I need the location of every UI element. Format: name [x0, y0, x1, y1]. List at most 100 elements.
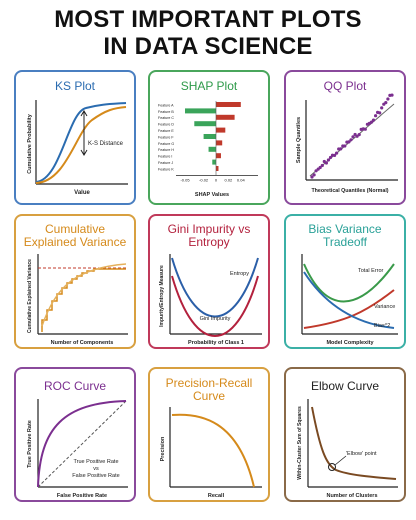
roc-legend-3: False Positive Rate	[72, 473, 119, 479]
shap-tick-label: -0.05	[180, 177, 190, 182]
qq-point	[333, 153, 337, 157]
elbow-curve	[311, 406, 397, 480]
roc-figure: True Positive Rate vs False Positive Rat…	[27, 399, 128, 499]
page-title-line-1: MOST IMPORTANT PLOTS	[54, 6, 362, 33]
card-qq-plot: QQ Plot Sample Quantiles Theoretical Qua…	[284, 70, 406, 205]
shap-bar	[216, 114, 235, 120]
bias-label: Bias^2	[374, 323, 390, 329]
qq-point	[310, 175, 314, 179]
shap-bar	[203, 134, 216, 139]
shap-xlabel: SHAP Values	[195, 192, 229, 198]
qq-point	[324, 161, 328, 165]
card-title-line-1: Gini Impurity vs	[167, 222, 251, 236]
qq-point	[374, 114, 378, 118]
gini-ylabel: Impurity/Entropy Measure	[159, 265, 165, 327]
shap-feature-label: Feature I	[158, 155, 172, 159]
pr-xlabel: Recall	[208, 493, 225, 499]
shap-bar	[194, 121, 216, 127]
ks-ylabel: Cumulative Probability	[27, 113, 33, 174]
qq-point	[371, 118, 376, 122]
ks-curve-orange	[35, 106, 127, 184]
roc-xlabel: False Positive Rate	[57, 493, 107, 499]
card-title: KS Plot	[54, 79, 96, 93]
qq-point	[380, 106, 384, 110]
biasvar-figure: Total Error Variance Bias^2 Model Comple…	[301, 254, 398, 346]
card-title-line-2: Curve	[192, 389, 225, 403]
qq-point	[343, 144, 347, 148]
qq-point	[335, 151, 339, 155]
card-cumulative-variance: Cumulative Explained Variance Cumulative…	[14, 214, 136, 349]
card-title-line-1: Cumulative	[44, 222, 106, 236]
total-error-curve	[303, 263, 395, 303]
biasvar-xlabel: Model Complexity	[326, 340, 374, 346]
card-title: Precision-Recall Curve	[150, 377, 268, 403]
card-title-line-2: Explained Variance	[23, 235, 127, 249]
card-gini-entropy: Gini Impurity vs Entropy Entropy Gini Im…	[148, 214, 270, 349]
elbow-point-marker	[328, 463, 336, 471]
card-bias-variance: Bias Variance Tradeoff Total Error Varia…	[284, 214, 406, 349]
qq-point	[351, 135, 355, 139]
card-title-line-1: Bias Variance	[308, 222, 382, 236]
card-title: ROC Curve	[43, 379, 106, 393]
cumvar-xlabel: Number of Components	[51, 340, 114, 346]
pr-figure: Precision Recall	[160, 407, 262, 499]
variance-curve	[303, 289, 395, 329]
shap-bar	[216, 140, 223, 146]
shap-bar	[216, 166, 219, 171]
shap-bar	[208, 146, 216, 152]
qq-point	[363, 127, 367, 131]
shap-feature-label: Feature G	[158, 142, 174, 146]
qq-point	[320, 163, 324, 168]
card-title: Elbow Curve	[310, 379, 380, 393]
qq-point	[328, 155, 333, 160]
cumvar-ylabel: Cumulative Explained Variance	[27, 259, 33, 333]
ks-xlabel: Value	[74, 190, 90, 196]
entropy-label: Entropy	[230, 271, 249, 277]
ks-curve-blue	[35, 102, 127, 183]
qq-point	[386, 97, 390, 101]
shap-feature-label: Feature E	[158, 129, 174, 133]
elbow-figure: 'Elbow' point Within-Cluster Sum of Squa…	[297, 399, 398, 499]
gini-curve	[171, 275, 259, 337]
elbow-ylabel: Within-Cluster Sum of Squares	[297, 406, 303, 480]
qq-point	[349, 138, 353, 142]
qq-point	[347, 140, 351, 144]
pr-curve	[171, 413, 255, 488]
card-title: SHAP Plot	[180, 79, 238, 93]
card-ks-plot: KS Plot K-S Distance Cumulative Probabil…	[14, 70, 136, 205]
card-title-line-2: Tradeoff	[322, 235, 368, 249]
shap-plot-figure: Feature A Feature B Feature C Feature D Feat…	[158, 101, 258, 198]
shap-feature-label: Feature B	[158, 110, 174, 114]
roc-ylabel: True Positive Rate	[27, 420, 33, 468]
card-roc-curve: ROC Curve True Positive Rate vs False Po…	[14, 367, 136, 502]
shap-feature-label: Feature J	[158, 161, 173, 165]
shap-feature-label: Feature H	[158, 148, 174, 152]
page-title-line-2: IN DATA SCIENCE	[103, 33, 313, 60]
qq-point	[326, 158, 330, 162]
gini-xlabel: Probability of Class 1	[188, 340, 244, 346]
gini-label: Gini Impurity	[200, 316, 231, 322]
card-precision-recall: Precision-Recall Curve Precision Recall	[148, 367, 270, 502]
ks-annotation: K-S Distance	[88, 141, 124, 147]
roc-curve	[37, 400, 127, 488]
roc-diagonal	[37, 400, 127, 488]
qq-point	[339, 147, 343, 151]
bias-curve	[303, 271, 395, 329]
qq-point	[369, 120, 374, 124]
qq-ylabel: Sample Quantiles	[296, 117, 302, 163]
shap-feature-label: Feature D	[158, 123, 174, 127]
card-shap-plot: SHAP Plot Feature A Feature B Feature C Fea…	[148, 70, 270, 205]
card-title: Bias Variance Tradeoff	[286, 223, 404, 249]
qq-plot-figure: Sample Quantiles Theoretical Quantiles (…	[296, 93, 398, 194]
qq-point	[378, 111, 382, 115]
roc-legend-1: True Positive Rate	[73, 459, 118, 465]
qq-point	[384, 101, 388, 105]
ks-plot-figure: K-S Distance Cumulative Probability Valu…	[27, 100, 128, 196]
shap-tick-label: 0.02	[225, 177, 234, 182]
total-error-label: Total Error	[358, 268, 384, 274]
shap-tick-label: 0.04	[237, 177, 246, 182]
entropy-curve	[171, 257, 259, 318]
shap-bar	[216, 127, 226, 133]
shap-feature-label: Feature C	[158, 116, 174, 120]
cumvar-figure: Cumulative Explained Variance Number of …	[27, 254, 128, 346]
